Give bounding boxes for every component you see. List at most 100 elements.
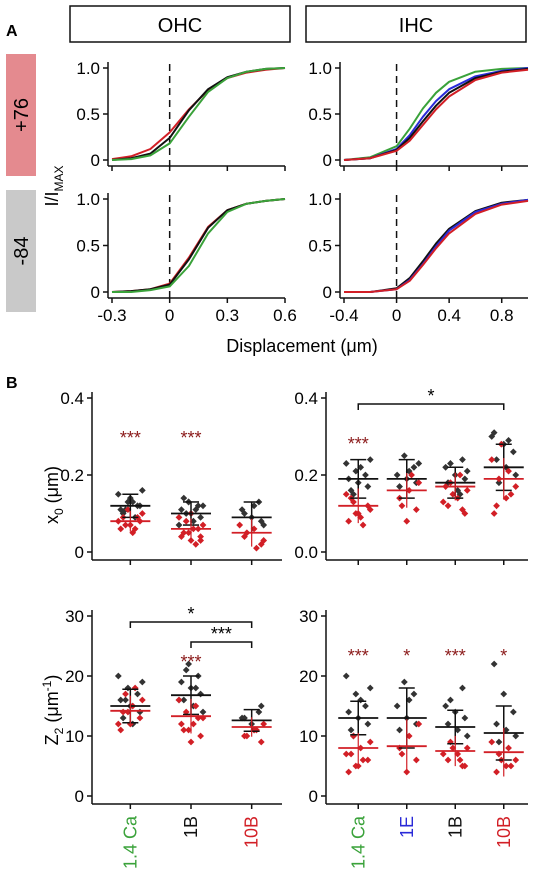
data-point-red xyxy=(342,750,350,758)
series-line-1 xyxy=(111,198,286,293)
data-point-black xyxy=(180,696,188,704)
panel-letter-b: B xyxy=(6,375,18,392)
data-point-red xyxy=(490,510,498,517)
data-point-red xyxy=(366,506,374,514)
data-point-black xyxy=(197,513,204,521)
data-point-red xyxy=(114,720,122,728)
voltage-band-negative xyxy=(6,190,36,312)
data-point-red xyxy=(415,720,423,728)
data-point-black xyxy=(509,708,517,716)
y-tick-label: 20 xyxy=(65,667,84,686)
data-point-black xyxy=(347,726,355,734)
data-point-red xyxy=(347,750,355,758)
y-tick-label: 1.0 xyxy=(308,190,332,209)
data-point-black xyxy=(410,463,418,471)
significance-label: *** xyxy=(445,646,466,666)
significance-label: *** xyxy=(348,434,369,454)
significance-label: *** xyxy=(180,652,201,672)
ohc-header-label: OHC xyxy=(158,15,202,37)
data-point-black xyxy=(345,708,353,716)
data-point-red xyxy=(243,732,251,740)
plot-area: 0 0.5 1.0 0 0.5 1.0 -0.3 0 0.3 0.6 0 0.5 1.0 0 0.5 1.0 -… xyxy=(60,59,529,869)
data-point-red xyxy=(345,768,353,776)
data-point-red xyxy=(456,471,464,479)
data-point-red xyxy=(136,714,144,722)
data-point-red xyxy=(444,502,452,510)
data-point-black xyxy=(192,684,200,692)
panel-a-x-axis-label: Displacement (μm) xyxy=(226,336,377,356)
data-point-black xyxy=(396,483,403,490)
data-point-red xyxy=(187,738,195,746)
data-point-red xyxy=(412,756,420,764)
data-point-red xyxy=(398,750,406,758)
series-line-2 xyxy=(344,199,529,293)
data-point-red xyxy=(138,510,146,517)
z2-label-main: Z xyxy=(42,734,62,745)
data-point-red xyxy=(185,726,192,734)
data-point-black xyxy=(366,456,374,463)
data-point-red xyxy=(180,726,188,734)
line-plot-0: 0 0.5 1.0 xyxy=(76,59,286,171)
data-point-red xyxy=(493,768,500,776)
data-point-black xyxy=(119,714,127,722)
data-point-black xyxy=(463,732,471,740)
svg-text:I/IMAX: I/IMAX xyxy=(42,165,66,206)
data-point-red xyxy=(197,732,204,740)
data-point-black xyxy=(495,738,503,746)
data-point-red xyxy=(488,738,496,746)
data-point-red xyxy=(439,750,447,758)
data-point-red xyxy=(260,720,268,728)
y-tick-label: 20 xyxy=(299,667,318,686)
data-point-red xyxy=(350,732,357,740)
x0-label-sub: 0 xyxy=(52,508,66,515)
data-point-red xyxy=(357,513,365,521)
y-tick-label: 0 xyxy=(91,283,100,302)
data-point-red xyxy=(178,720,185,728)
data-point-red xyxy=(197,537,204,544)
data-point-black xyxy=(447,696,454,704)
line-plot-3: 0 0.5 1.0 -0.4 0 0.4 0.8 xyxy=(308,190,529,325)
category-label: 1B xyxy=(445,816,465,838)
data-point-black xyxy=(396,726,403,734)
data-point-black xyxy=(342,672,350,680)
data-point-black xyxy=(463,467,471,475)
data-point-red xyxy=(192,702,200,710)
data-point-black xyxy=(461,475,469,483)
data-point-red xyxy=(444,756,452,764)
data-point-black xyxy=(442,463,450,471)
y-tick-label: 1.0 xyxy=(76,190,100,209)
data-point-red xyxy=(403,517,411,525)
z2-label-sup: -1 xyxy=(40,680,54,691)
data-point-red xyxy=(131,684,139,692)
data-point-black xyxy=(352,690,360,698)
data-point-black xyxy=(114,672,122,680)
data-point-red xyxy=(398,502,406,510)
data-point-black xyxy=(342,460,350,467)
data-point-black xyxy=(493,720,500,728)
data-point-red xyxy=(463,744,471,752)
data-point-black xyxy=(192,506,200,514)
x-tick-label: 0 xyxy=(165,306,174,325)
data-point-red xyxy=(117,726,125,734)
series-line-0 xyxy=(343,67,529,161)
x-tick-label: 0.3 xyxy=(216,306,240,325)
data-point-red xyxy=(408,471,415,479)
category-label: 1.4 Ca xyxy=(348,815,368,869)
category-label: 1E xyxy=(397,816,417,838)
data-point-red xyxy=(456,756,464,764)
data-point-red xyxy=(439,498,447,506)
x0-axis-label: x0 (μm) xyxy=(42,466,66,524)
data-point-black xyxy=(241,510,248,517)
series-line-1 xyxy=(343,67,529,161)
scatter-plot-1: 0.00.20.4 **** xyxy=(294,386,528,565)
significance-label: * xyxy=(403,646,410,666)
category-label: 1.4 Ca xyxy=(120,815,140,869)
y-tick-label: 10 xyxy=(299,727,318,746)
data-point-black xyxy=(393,702,401,710)
data-point-black xyxy=(199,708,207,716)
data-point-black xyxy=(400,678,408,686)
data-point-red xyxy=(345,517,353,525)
panel-letter-a: A xyxy=(6,23,18,40)
